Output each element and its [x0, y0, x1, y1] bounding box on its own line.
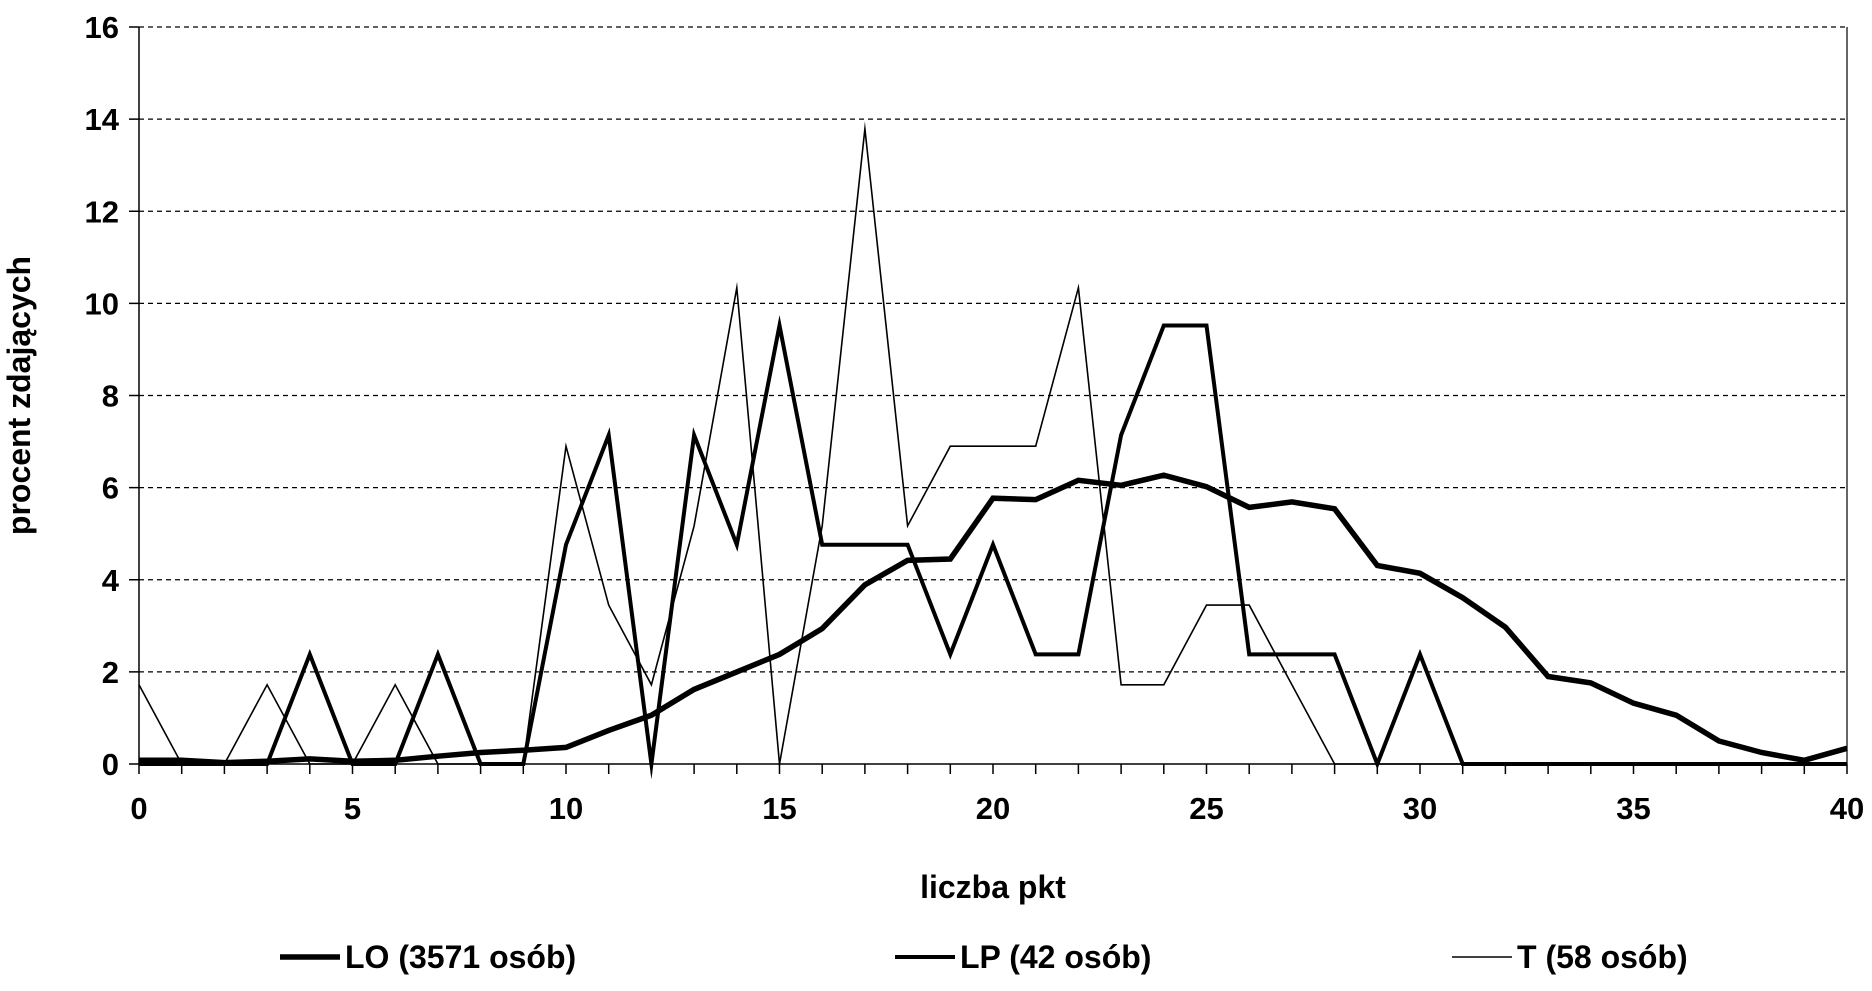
gridlines [139, 26, 1847, 673]
y-tick-label-3: 6 [102, 471, 119, 506]
series-line-0 [139, 472, 1848, 766]
x-tick-label-7: 35 [1616, 791, 1650, 826]
y-tick-label-2: 4 [102, 563, 120, 598]
series-layer [138, 121, 1848, 780]
y-tick-label-4: 8 [102, 379, 119, 414]
x-tick-label-5: 25 [1189, 791, 1223, 826]
y-tick-label-1: 2 [102, 655, 119, 690]
y-tick-label-8: 16 [85, 10, 119, 45]
x-tick-label-0: 0 [130, 791, 147, 826]
x-tick-label-4: 20 [976, 791, 1010, 826]
legend-label-0: LO (3571 osób) [345, 939, 576, 975]
legend-label-1: LP (42 osób) [960, 939, 1151, 975]
y-tick-label-0: 0 [102, 747, 119, 782]
x-tick-label-3: 15 [762, 791, 796, 826]
y-tick-label-6: 12 [85, 194, 119, 229]
x-tick-label-8: 40 [1830, 791, 1864, 826]
x-tick-labels: 0 5 10 15 20 25 30 35 40 [130, 791, 1864, 826]
x-axis-title: liczba pkt [920, 869, 1066, 905]
series-line-1 [139, 315, 1847, 780]
axes [129, 26, 1848, 774]
x-tick-label-1: 5 [344, 791, 361, 826]
legend-label-2: T (58 osób) [1517, 939, 1688, 975]
y-tick-labels: 0 2 4 6 8 10 12 14 16 [85, 10, 120, 782]
y-axis-title: procent zdających [1, 256, 37, 535]
y-tick-label-7: 14 [85, 102, 120, 137]
x-tick-label-6: 30 [1403, 791, 1437, 826]
legend: LO (3571 osób) LP (42 osób) T (58 osób) [280, 939, 1688, 975]
y-tick-label-5: 10 [85, 286, 119, 321]
x-tick-label-2: 10 [549, 791, 583, 826]
series-line-2 [138, 121, 1847, 771]
